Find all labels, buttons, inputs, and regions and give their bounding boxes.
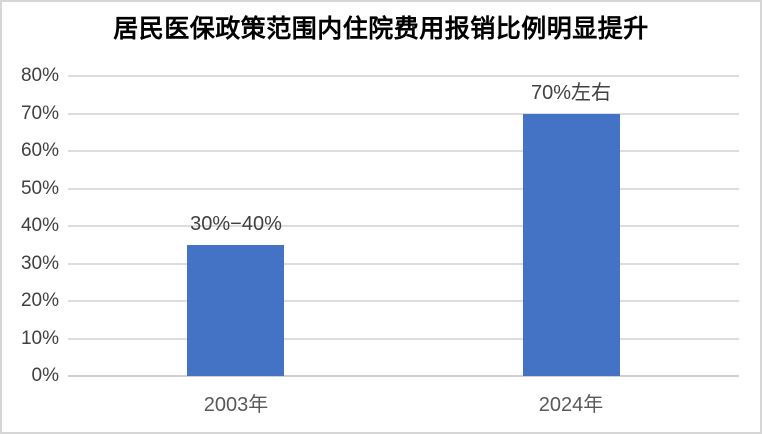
x-axis-line xyxy=(68,375,739,377)
data-label-2024年: 70%左右 xyxy=(530,82,612,104)
y-axis-tick-label: 60% xyxy=(20,140,59,161)
gridline xyxy=(68,338,739,340)
y-axis-tick-label: 30% xyxy=(20,253,59,274)
y-axis-tick-label: 20% xyxy=(20,290,59,311)
y-axis-tick-label: 0% xyxy=(31,365,59,386)
gridline xyxy=(68,300,739,302)
y-axis-tick-label: 80% xyxy=(20,65,59,86)
y-axis-tick-label: 40% xyxy=(20,215,59,236)
y-axis-tick-label: 70% xyxy=(20,103,59,124)
y-axis-tick-label: 10% xyxy=(20,328,59,349)
y-axis-tick-label: 50% xyxy=(20,178,59,199)
gridline xyxy=(68,263,739,265)
bar-2024年 xyxy=(523,114,620,376)
bar-2003年 xyxy=(187,245,284,376)
gridline xyxy=(68,225,739,227)
data-label-2003年: 30%−40% xyxy=(190,213,282,235)
gridline xyxy=(68,150,739,152)
x-axis-label-2003年: 2003年 xyxy=(203,394,269,416)
gridline xyxy=(68,75,739,77)
chart-title: 居民医保政策范围内住院费用报销比例明显提升 xyxy=(113,15,649,43)
x-axis-label-2024年: 2024年 xyxy=(538,394,604,416)
gridline xyxy=(68,188,739,190)
gridline xyxy=(68,113,739,115)
